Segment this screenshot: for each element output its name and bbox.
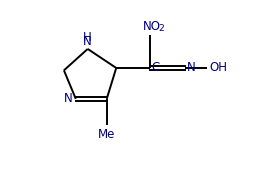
Text: H: H bbox=[83, 31, 92, 44]
Text: N: N bbox=[63, 92, 72, 105]
Text: NO: NO bbox=[143, 20, 161, 34]
Text: 2: 2 bbox=[158, 25, 164, 34]
Text: N: N bbox=[83, 35, 92, 48]
Text: Me: Me bbox=[98, 128, 115, 141]
Text: OH: OH bbox=[209, 61, 227, 74]
Text: N: N bbox=[187, 61, 196, 74]
Text: C: C bbox=[151, 61, 160, 74]
